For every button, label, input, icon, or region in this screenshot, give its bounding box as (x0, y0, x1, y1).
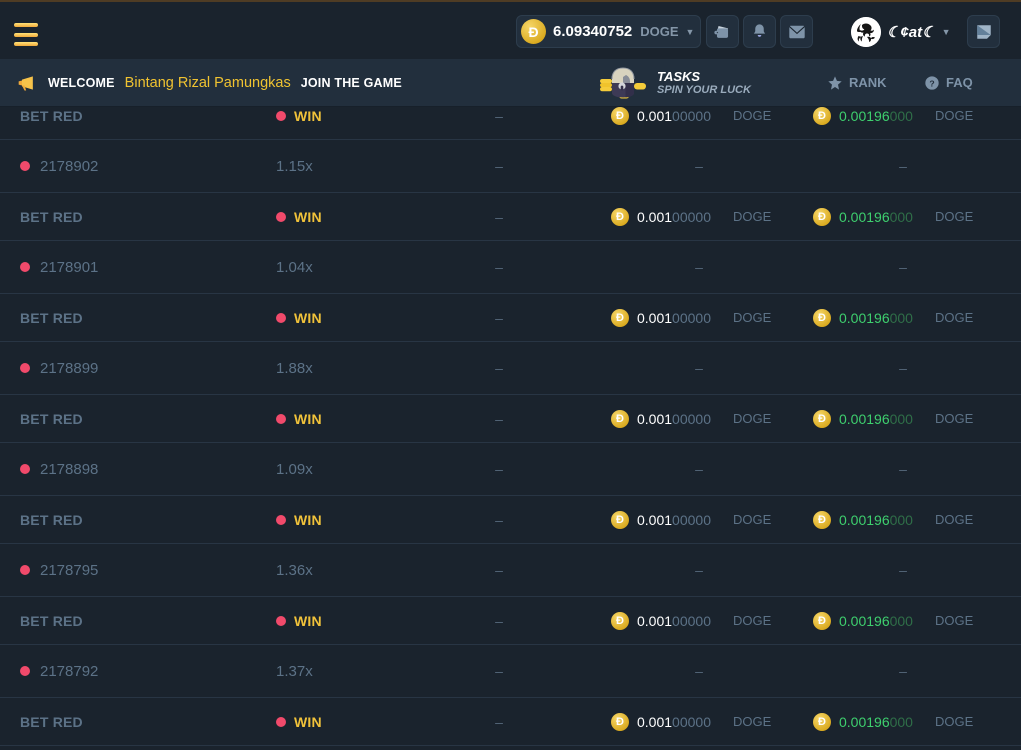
svg-text:?: ? (929, 78, 934, 88)
